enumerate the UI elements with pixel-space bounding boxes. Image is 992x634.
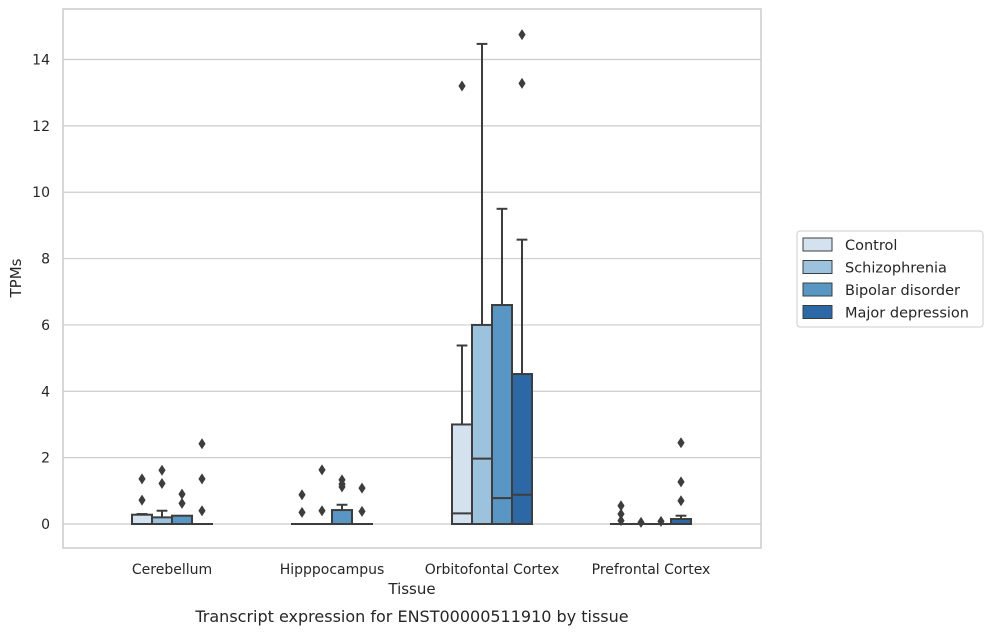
y-tick-label: 14 — [32, 53, 50, 69]
box-1-2 — [291, 489, 313, 526]
box-body — [131, 513, 153, 526]
y-axis-label: TPMs — [7, 258, 25, 298]
x-axis-label: Tissue — [387, 580, 435, 598]
legend-swatch — [802, 282, 833, 297]
legend-swatch — [802, 237, 833, 252]
box-2-3 — [471, 42, 493, 525]
outlier-point — [677, 437, 685, 449]
box-body — [511, 373, 533, 526]
outlier-point — [617, 500, 625, 512]
outlier-point — [178, 497, 186, 509]
outlier-point — [318, 464, 326, 476]
x-tick-label: Orbitofontal Cortex — [425, 562, 560, 578]
y-tick-label: 4 — [41, 384, 50, 400]
legend-label: Control — [845, 238, 897, 254]
y-tick-label: 10 — [32, 185, 50, 201]
boxes-group — [131, 29, 692, 528]
outlier-point — [198, 438, 206, 450]
legend-frame — [796, 230, 984, 328]
plot-frame — [62, 8, 762, 549]
outlier-point — [657, 515, 665, 527]
box-4-3 — [511, 29, 533, 526]
chart-caption: Transcript expression for ENST0000051191… — [194, 607, 628, 626]
outlier-point — [318, 505, 326, 517]
legend-label: Bipolar disorder — [845, 283, 960, 299]
legend-swatch — [802, 260, 833, 274]
outlier-point — [617, 515, 625, 527]
y-tick-label: 8 — [41, 252, 50, 268]
box-4-2 — [351, 482, 373, 526]
x-tick-label: Prefrontal Cortex — [592, 562, 711, 578]
y-tick-label: 0 — [41, 517, 50, 533]
outlier-point — [677, 476, 685, 488]
y-tick-labels: 0 2 4 6 8 10 12 14 — [32, 53, 50, 534]
outlier-point — [358, 505, 366, 517]
legend-swatch — [802, 305, 833, 319]
outlier-point — [518, 77, 526, 89]
box-4-1 — [191, 438, 213, 526]
plot-background — [63, 9, 761, 548]
box-body — [471, 323, 493, 525]
outlier-point — [518, 29, 526, 41]
outlier-point — [677, 495, 685, 507]
outlier-point — [298, 489, 306, 501]
outlier-point — [158, 478, 166, 490]
box-2-2 — [311, 464, 333, 526]
box-body — [331, 509, 353, 526]
y-tick-label: 2 — [41, 451, 50, 467]
outlier-point — [637, 516, 645, 528]
legend: Control Schizophrenia Bipolar disorder Majo… — [796, 230, 984, 328]
x-tick-label: Cerebellum — [132, 562, 212, 578]
box-1-1 — [131, 473, 153, 526]
y-tick-label: 12 — [32, 119, 50, 135]
y-tick-label: 6 — [41, 318, 50, 334]
legend-label: Schizophrenia — [845, 261, 947, 277]
outlier-point — [198, 505, 206, 517]
box-body — [451, 423, 473, 526]
x-tick-labels: Cerebellum Hipppocampus Orbitofontal Corte… — [132, 562, 710, 578]
gridlines — [63, 58, 761, 525]
outlier-point — [158, 464, 166, 476]
outlier-point — [458, 80, 466, 92]
outlier-point — [178, 488, 186, 500]
outlier-point — [298, 506, 306, 518]
outlier-point — [138, 473, 146, 485]
box-body — [171, 514, 193, 526]
outlier-point — [198, 473, 206, 485]
outlier-point — [138, 494, 146, 506]
box-3-2 — [331, 474, 353, 526]
outlier-point — [338, 474, 346, 486]
legend-label: Major depression — [845, 306, 969, 322]
box-body — [491, 304, 513, 525]
outlier-point — [617, 508, 625, 520]
box-4-4 — [670, 437, 692, 525]
x-tick-label: Hipppocampus — [280, 562, 385, 578]
outlier-point — [358, 482, 366, 494]
box-3-1 — [171, 488, 193, 526]
